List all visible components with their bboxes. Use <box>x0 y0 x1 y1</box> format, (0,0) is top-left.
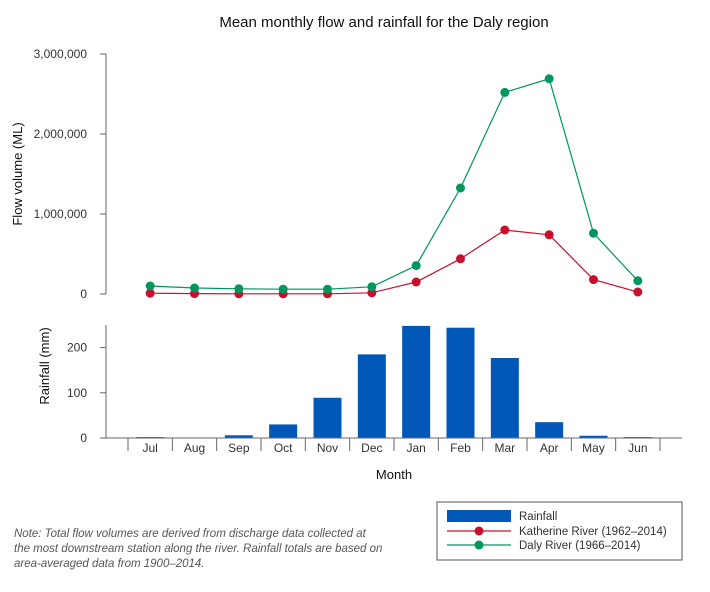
x-tick-label-aug: Aug <box>184 441 205 455</box>
flow-y-axis: 0 1,000,000 2,000,000 3,000,000 <box>34 47 107 301</box>
rainfall-bar-feb <box>446 327 475 438</box>
daly-river-point-jul <box>145 281 155 291</box>
rainfall-bar-may <box>579 435 608 438</box>
flow-y-tick-label: 1,000,000 <box>34 207 88 221</box>
x-tick-label-nov: Nov <box>317 441 338 455</box>
katherine-river-point-feb <box>456 254 465 264</box>
flow-y-tick-label: 2,000,000 <box>34 127 88 141</box>
rainfall-bar-oct <box>269 424 298 438</box>
flow-y-tick-label: 0 <box>80 287 87 301</box>
flow-series <box>145 74 643 299</box>
rainfall-bars <box>136 325 652 439</box>
x-tick-label-may: May <box>582 441 605 455</box>
rainfall-bar-dec <box>357 354 386 438</box>
flow-y-tick-label: 3,000,000 <box>34 47 88 61</box>
x-tick-label-mar: Mar <box>494 441 515 455</box>
rainfall-y-axis-title: Rainfall (mm) <box>37 327 52 404</box>
daly-river-point-jun <box>633 276 643 286</box>
katherine-river-point-jun <box>633 287 643 297</box>
x-tick-label-sep: Sep <box>228 441 250 455</box>
daly-river-point-nov <box>323 284 332 294</box>
x-tick-label-jun: Jun <box>628 441 647 455</box>
x-tick-label-feb: Feb <box>450 441 471 455</box>
x-tick-label-dec: Dec <box>361 441 382 455</box>
katherine-river-point-jan <box>411 277 421 287</box>
x-tick-label-apr: Apr <box>540 441 559 455</box>
katherine-river-point-may <box>589 275 598 285</box>
rainfall-bar-nov <box>313 397 342 438</box>
daly-river-point-sep <box>234 284 244 294</box>
chart-title: Mean monthly flow and rainfall for the D… <box>219 14 548 31</box>
rainfall-bar-mar <box>490 357 519 438</box>
legend-swatch-daly-marker <box>474 540 484 550</box>
legend-swatch-rainfall <box>447 510 511 522</box>
daly-river-point-feb <box>456 183 465 193</box>
daly-river-point-aug <box>190 283 199 293</box>
rainfall-bar-jan <box>402 325 431 438</box>
x-axis-title: Month <box>376 467 412 482</box>
flow-y-axis-title: Flow volume (ML) <box>10 122 25 225</box>
rainfall-y-tick-label: 200 <box>67 341 87 355</box>
chart-note: Note: Total flow volumes are derived fro… <box>14 528 383 570</box>
rainfall-bar-sep <box>224 435 253 438</box>
x-tick-label-oct: Oct <box>274 441 293 455</box>
daly-river-point-apr <box>544 74 554 84</box>
katherine-river-point-apr <box>544 230 554 240</box>
katherine-river-line <box>150 229 638 295</box>
katherine-river-point-jul <box>145 288 155 298</box>
daly-river-point-dec <box>367 282 377 292</box>
legend-label-katherine: Katherine River (1962–2014) <box>519 526 667 538</box>
rainfall-y-tick-label: 0 <box>80 431 87 445</box>
daly-river-line <box>150 78 639 290</box>
rainfall-y-tick-label: 100 <box>67 386 87 400</box>
legend-swatch-katherine-marker <box>474 526 484 536</box>
legend-label-rainfall: Rainfall <box>519 511 557 523</box>
katherine-river-point-mar <box>500 225 510 235</box>
legend: Rainfall Katherine River (1962–2014) Dal… <box>436 501 683 561</box>
daly-river-point-may <box>589 228 598 238</box>
rainfall-y-axis: 0 100 200 <box>67 325 107 445</box>
daly-river-point-mar <box>500 87 510 97</box>
legend-label-daly: Daly River (1966–2014) <box>519 540 641 552</box>
x-tick-label-jul: Jul <box>142 441 157 455</box>
daly-river-point-jan <box>411 261 421 271</box>
x-tick-label-jan: Jan <box>406 441 425 455</box>
rainfall-bar-apr <box>535 422 564 438</box>
daly-river-point-oct <box>278 284 288 294</box>
x-axis: Jul Aug Sep Oct Nov Dec Jan Feb Mar Apr May Jun <box>106 437 682 455</box>
